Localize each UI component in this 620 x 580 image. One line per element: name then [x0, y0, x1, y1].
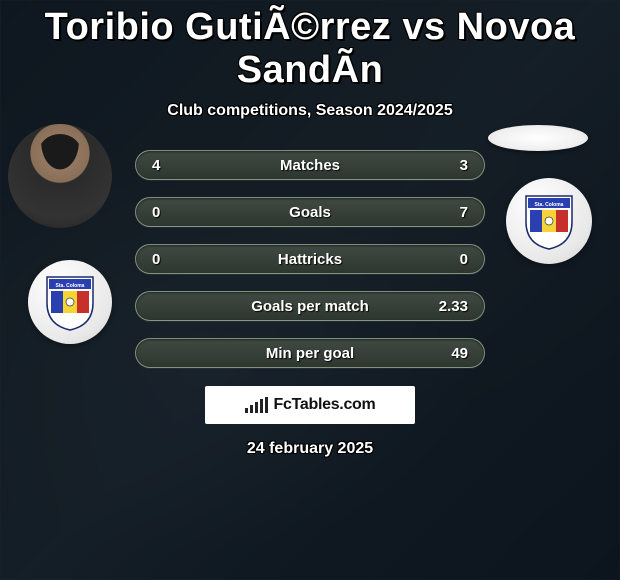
- svg-text:Sta. Coloma: Sta. Coloma: [56, 283, 85, 289]
- stat-row: 0 Goals 7: [135, 197, 485, 227]
- player-right-avatar: [488, 125, 588, 151]
- stat-label: Matches: [186, 157, 434, 174]
- stat-label: Min per goal: [186, 345, 434, 362]
- stat-right-value: 2.33: [434, 298, 468, 315]
- page-title: Toribio GutiÃ©rrez vs Novoa SandÃ­n: [0, 0, 620, 92]
- stat-row: 4 Matches 3: [135, 150, 485, 180]
- club-crest-right: Sta. Coloma: [506, 178, 592, 264]
- stat-right-value: 7: [434, 204, 468, 221]
- date-text: 24 february 2025: [0, 440, 620, 458]
- stat-label: Goals per match: [186, 298, 434, 315]
- stat-right-value: 0: [434, 251, 468, 268]
- bars-icon: [245, 397, 268, 413]
- stat-right-value: 49: [434, 345, 468, 362]
- stat-right-value: 3: [434, 157, 468, 174]
- shield-icon: Sta. Coloma: [524, 192, 574, 250]
- stat-row: 0 Hattricks 0: [135, 244, 485, 274]
- stat-left-value: 4: [152, 157, 186, 174]
- stat-label: Goals: [186, 204, 434, 221]
- stat-row: Min per goal 49: [135, 338, 485, 368]
- stat-left-value: 0: [152, 251, 186, 268]
- stats-container: 4 Matches 3 0 Goals 7 0 Hattricks 0 Goal…: [135, 150, 485, 368]
- card-content: Toribio GutiÃ©rrez vs Novoa SandÃ­n Club…: [0, 0, 620, 458]
- watermark-badge: FcTables.com: [205, 386, 415, 424]
- svg-text:Sta. Coloma: Sta. Coloma: [535, 202, 564, 208]
- player-left-avatar: [8, 124, 112, 228]
- stat-left-value: 0: [152, 204, 186, 221]
- shield-icon: Sta. Coloma: [45, 273, 95, 331]
- watermark-text: FcTables.com: [274, 396, 376, 414]
- stat-row: Goals per match 2.33: [135, 291, 485, 321]
- stat-label: Hattricks: [186, 251, 434, 268]
- club-crest-left: Sta. Coloma: [28, 260, 112, 344]
- subtitle: Club competitions, Season 2024/2025: [0, 102, 620, 120]
